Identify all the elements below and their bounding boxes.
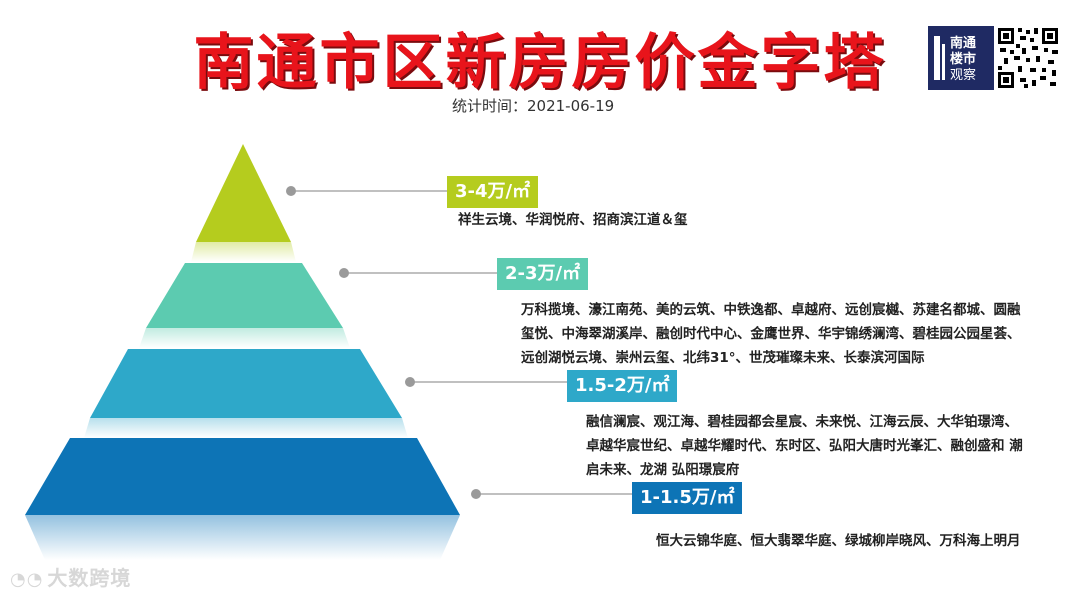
tier-1-price-label: 3-4万/㎡ bbox=[447, 176, 539, 208]
tier-3-projects: 融信澜宸、观江海、碧桂园都会星宸、未来悦、江海云辰、大华铂璟湾、卓越华宸世纪、卓… bbox=[586, 414, 1023, 478]
stat-date: 统计时间：2021-06-19 bbox=[452, 97, 615, 115]
eye-logo-icon: ◔◔ bbox=[10, 569, 44, 590]
tier-4-price-label: 1-1.5万/㎡ bbox=[632, 482, 743, 514]
pyramid-tier-4-reflection bbox=[25, 515, 460, 560]
pyramid-tier-3 bbox=[90, 349, 402, 418]
logo-text-line2: 楼市 bbox=[950, 52, 977, 67]
logo-text-line3: 观察 bbox=[950, 68, 977, 83]
page-title: 南通市区新房房价金字塔 bbox=[193, 28, 887, 98]
logo-bar-icon bbox=[934, 36, 940, 80]
tier-2-projects: 万科揽境、濠江南苑、美的云筑、中铁逸都、卓越府、远创宸樾、苏建名都城、圆融玺悦、… bbox=[521, 302, 1021, 366]
pyramid-tier-1 bbox=[196, 144, 291, 242]
tier-3-price-label: 1.5-2万/㎡ bbox=[567, 370, 678, 402]
qr-code-icon bbox=[996, 26, 1060, 90]
watermark-text: 大数跨境 bbox=[47, 566, 132, 590]
brand-logo: 南通 楼市 观察 bbox=[928, 26, 994, 90]
logo-text-line1: 南通 bbox=[950, 36, 977, 51]
tier-1-projects: 祥生云境、华润悦府、招商滨江道＆玺 bbox=[458, 212, 688, 228]
pyramid-tier-2-reflection bbox=[139, 328, 350, 348]
watermark: ◔◔ 大数跨境 bbox=[10, 562, 131, 591]
pyramid-tier-1-reflection bbox=[191, 242, 296, 262]
logo-bar-icon bbox=[942, 44, 945, 80]
pyramid-tier-3-reflection bbox=[84, 418, 408, 438]
connector-dot-3 bbox=[405, 377, 415, 387]
connector-dot-2 bbox=[339, 268, 349, 278]
connector-dot-1 bbox=[286, 186, 296, 196]
tier-4-projects: 恒大云锦华庭、恒大翡翠华庭、绿城柳岸晓风、万科海上明月 bbox=[656, 533, 1021, 549]
connector-dot-4 bbox=[471, 489, 481, 499]
tier-2-price-label: 2-3万/㎡ bbox=[497, 258, 589, 290]
pyramid-tier-2 bbox=[146, 263, 343, 328]
pyramid-tier-4 bbox=[25, 438, 460, 515]
